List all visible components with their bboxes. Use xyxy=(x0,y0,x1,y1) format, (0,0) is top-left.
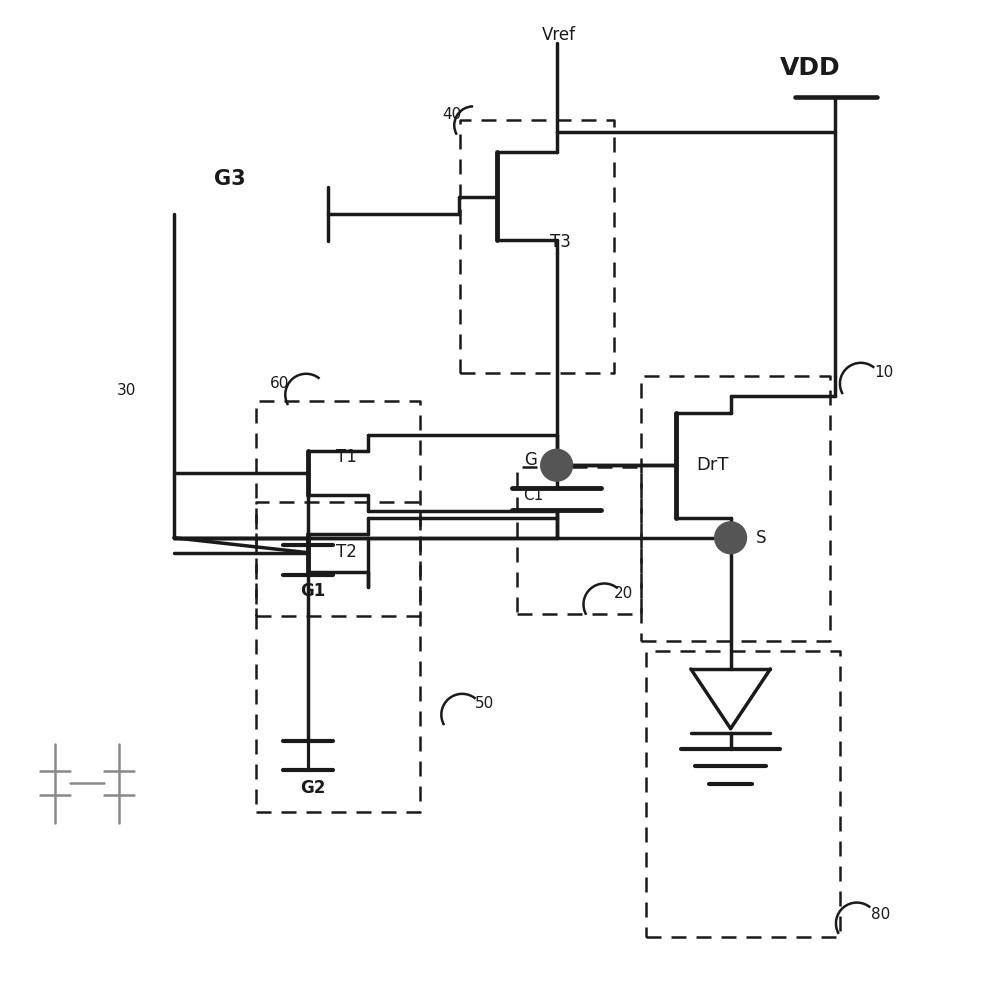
Circle shape xyxy=(715,522,746,554)
Text: VDD: VDD xyxy=(780,56,841,80)
Text: S: S xyxy=(755,529,766,547)
Text: DrT: DrT xyxy=(696,456,729,474)
Text: G2: G2 xyxy=(300,779,326,797)
Text: 60: 60 xyxy=(270,376,289,391)
Text: 10: 10 xyxy=(875,365,894,380)
Text: G1: G1 xyxy=(300,582,325,600)
Text: G: G xyxy=(524,451,537,469)
Circle shape xyxy=(541,449,573,481)
Text: 80: 80 xyxy=(871,907,890,922)
Text: T3: T3 xyxy=(550,233,571,251)
Text: Vref: Vref xyxy=(542,26,576,44)
Text: C1: C1 xyxy=(523,488,543,503)
Text: T1: T1 xyxy=(336,448,357,466)
Text: 30: 30 xyxy=(117,383,136,398)
Text: 50: 50 xyxy=(475,696,494,711)
Text: G3: G3 xyxy=(214,169,246,189)
Text: 40: 40 xyxy=(442,107,461,122)
Text: 20: 20 xyxy=(614,586,633,601)
Text: T2: T2 xyxy=(336,543,357,561)
